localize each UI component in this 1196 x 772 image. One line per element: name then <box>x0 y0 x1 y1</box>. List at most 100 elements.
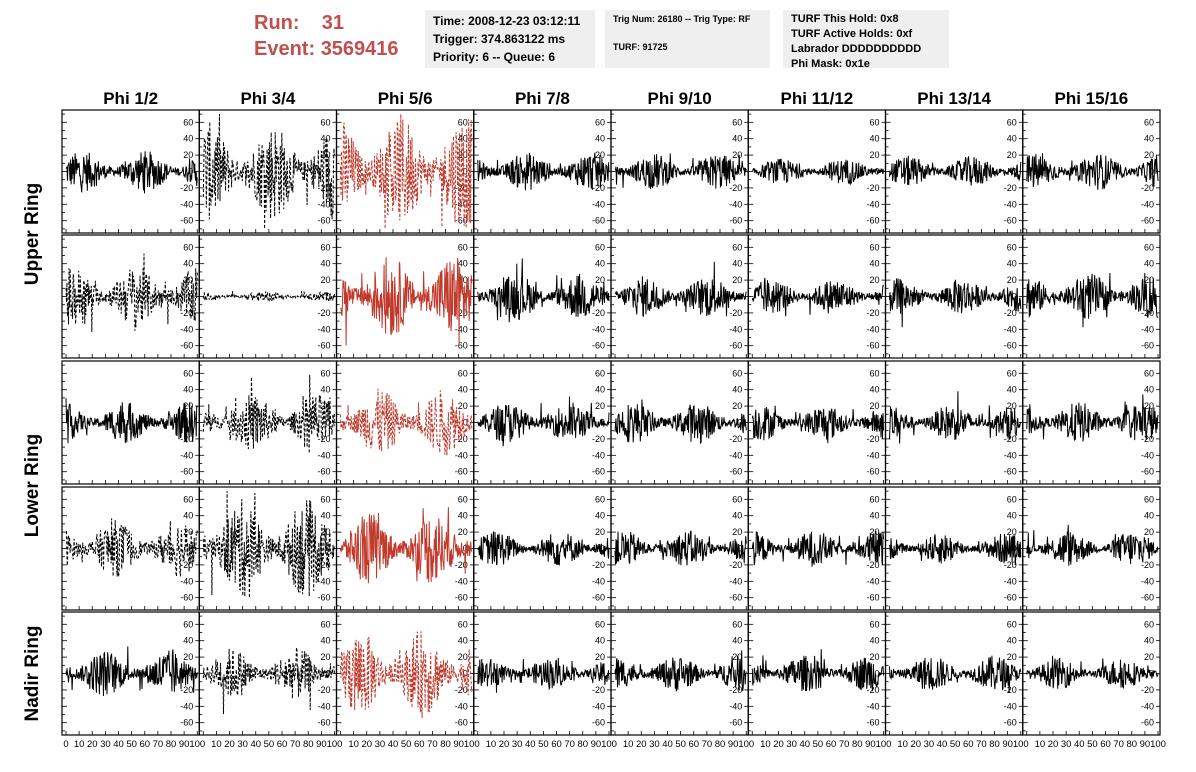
phi-mask-text: Phi Mask: 0x1e <box>791 58 870 70</box>
y-tick-label: -60 <box>180 216 193 226</box>
y-tick-label: -20 <box>1141 685 1154 695</box>
y-tick-label: -40 <box>729 324 742 334</box>
y-tick-label: 20 <box>1144 401 1154 411</box>
y-tick-label: -60 <box>592 467 605 477</box>
y-tick-label: -20 <box>866 308 879 318</box>
y-tick-label: 60 <box>320 494 330 504</box>
y-tick-label: -40 <box>729 701 742 711</box>
x-tick-label: 30 <box>649 739 660 750</box>
x-tick-label: 70 <box>976 739 987 750</box>
waveform-trace <box>614 530 747 566</box>
event-row: Event: 3569416 <box>254 36 399 62</box>
y-tick-label: -60 <box>455 718 468 728</box>
x-tick-label: 70 <box>290 739 301 750</box>
x-tick-label: 60 <box>551 739 562 750</box>
y-tick-label: 40 <box>869 134 879 144</box>
y-tick-label: 40 <box>458 511 468 521</box>
y-tick-label: -60 <box>592 216 605 226</box>
y-tick-label: 60 <box>732 242 742 252</box>
y-tick-label: 20 <box>1007 150 1017 160</box>
x-tick-label: 10 <box>1035 739 1046 750</box>
waveform-trace <box>889 533 1022 565</box>
y-tick-label: 60 <box>1007 619 1017 629</box>
x-tick-label: 40 <box>113 739 124 750</box>
column-title: Phi 15/16 <box>1055 89 1129 108</box>
y-tick-label: -40 <box>1141 324 1154 334</box>
y-tick-label: -20 <box>317 308 330 318</box>
x-tick-label: 100 <box>601 739 617 750</box>
y-tick-label: -20 <box>455 685 468 695</box>
y-tick-label: -60 <box>317 341 330 351</box>
y-tick-label: 60 <box>595 117 605 127</box>
turf-active-text: TURF Active Holds: 0xf <box>791 28 913 40</box>
y-tick-label: 40 <box>1144 134 1154 144</box>
waveform-trace <box>614 153 747 190</box>
y-tick-label: 40 <box>1007 636 1017 646</box>
y-tick-label: 60 <box>732 494 742 504</box>
y-tick-label: 60 <box>320 368 330 378</box>
y-tick-label: -40 <box>455 701 468 711</box>
y-tick-label: 40 <box>458 385 468 395</box>
y-tick-label: -60 <box>729 718 742 728</box>
y-tick-label: -60 <box>455 467 468 477</box>
x-tick-label: 90 <box>1002 739 1013 750</box>
y-tick-label: 20 <box>732 527 742 537</box>
y-tick-label: 40 <box>732 134 742 144</box>
y-tick-label: 20 <box>320 401 330 411</box>
y-tick-label: 20 <box>1144 652 1154 662</box>
y-tick-label: -20 <box>455 308 468 318</box>
y-tick-label: 60 <box>320 117 330 127</box>
y-tick-label: -60 <box>317 718 330 728</box>
y-tick-label: 60 <box>1144 368 1154 378</box>
waveform-trace <box>477 657 610 693</box>
x-tick-label: 100 <box>738 739 754 750</box>
y-tick-label: -40 <box>866 576 879 586</box>
y-tick-label: -40 <box>1141 199 1154 209</box>
y-tick-label: -40 <box>729 199 742 209</box>
y-tick-label: -60 <box>317 593 330 603</box>
y-tick-label: 60 <box>1144 242 1154 252</box>
y-tick-label: -40 <box>180 324 193 334</box>
y-tick-label: -40 <box>180 450 193 460</box>
y-tick-label: 20 <box>595 652 605 662</box>
column-title: Phi 13/14 <box>917 89 991 108</box>
waveform-trace <box>477 258 610 323</box>
x-tick-label: 80 <box>1126 739 1137 750</box>
trigger-text: Trigger: 374.863122 ms <box>433 32 566 46</box>
x-tick-label: 30 <box>1061 739 1072 750</box>
y-tick-label: 40 <box>458 259 468 269</box>
y-tick-label: 40 <box>458 134 468 144</box>
column-title: Phi 5/6 <box>378 89 433 108</box>
y-tick-label: -20 <box>866 183 879 193</box>
y-tick-label: 20 <box>1144 150 1154 160</box>
run-value: 31 <box>321 12 345 34</box>
y-tick-label: -20 <box>729 183 742 193</box>
y-tick-label: 60 <box>458 619 468 629</box>
waveform-trace <box>340 257 473 346</box>
x-tick-label: 90 <box>1140 739 1151 750</box>
y-tick-label: 0 <box>1012 418 1017 428</box>
x-tick-label: 90 <box>316 739 327 750</box>
y-tick-label: 40 <box>1007 385 1017 395</box>
y-tick-label: -40 <box>729 576 742 586</box>
y-tick-label: -40 <box>317 701 330 711</box>
y-tick-label: 60 <box>183 494 193 504</box>
y-tick-label: -60 <box>729 216 742 226</box>
waveform-trace <box>340 388 473 456</box>
y-tick-label: -20 <box>317 434 330 444</box>
y-tick-label: -40 <box>1004 576 1017 586</box>
y-tick-label: 60 <box>595 494 605 504</box>
x-tick-label: 50 <box>126 739 137 750</box>
y-tick-label: 20 <box>869 401 879 411</box>
x-tick-label: 30 <box>100 739 111 750</box>
y-tick-label: 60 <box>732 619 742 629</box>
waveform-trace <box>889 155 1022 186</box>
y-tick-label: 20 <box>869 275 879 285</box>
y-tick-label: 0 <box>188 167 193 177</box>
y-tick-label: 60 <box>458 368 468 378</box>
y-tick-label: -20 <box>1004 183 1017 193</box>
x-tick-label: 80 <box>303 739 314 750</box>
x-tick-label: 30 <box>512 739 523 750</box>
x-tick-label: 50 <box>401 739 412 750</box>
event-label: Event: <box>254 38 316 60</box>
